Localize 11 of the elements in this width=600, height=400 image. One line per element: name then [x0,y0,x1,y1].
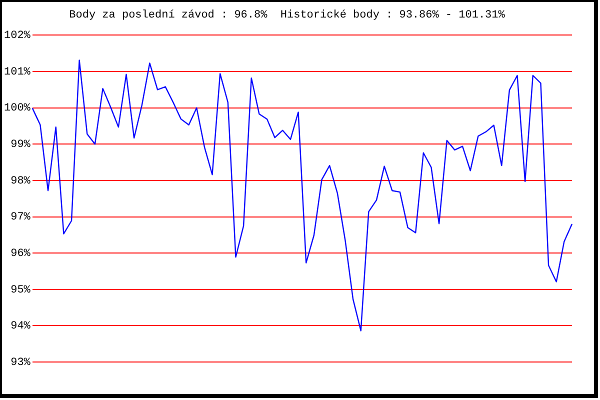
y-tick-label: 102% [4,30,31,42]
y-tick-label: 101% [4,66,31,78]
y-tick-label: 93% [10,356,31,369]
y-tick-label: 99% [10,139,31,152]
y-tick-label: 94% [10,320,31,333]
y-tick-label: 96% [10,248,31,260]
y-tick-label: 100% [4,102,31,115]
chart-title: Body za poslední závod : 96.8% Historické body : 93.86% - 101.31% [69,10,506,22]
y-tick-label: 95% [10,284,31,296]
y-tick-label: 97% [10,212,31,224]
y-tick-label: 98% [10,175,31,188]
